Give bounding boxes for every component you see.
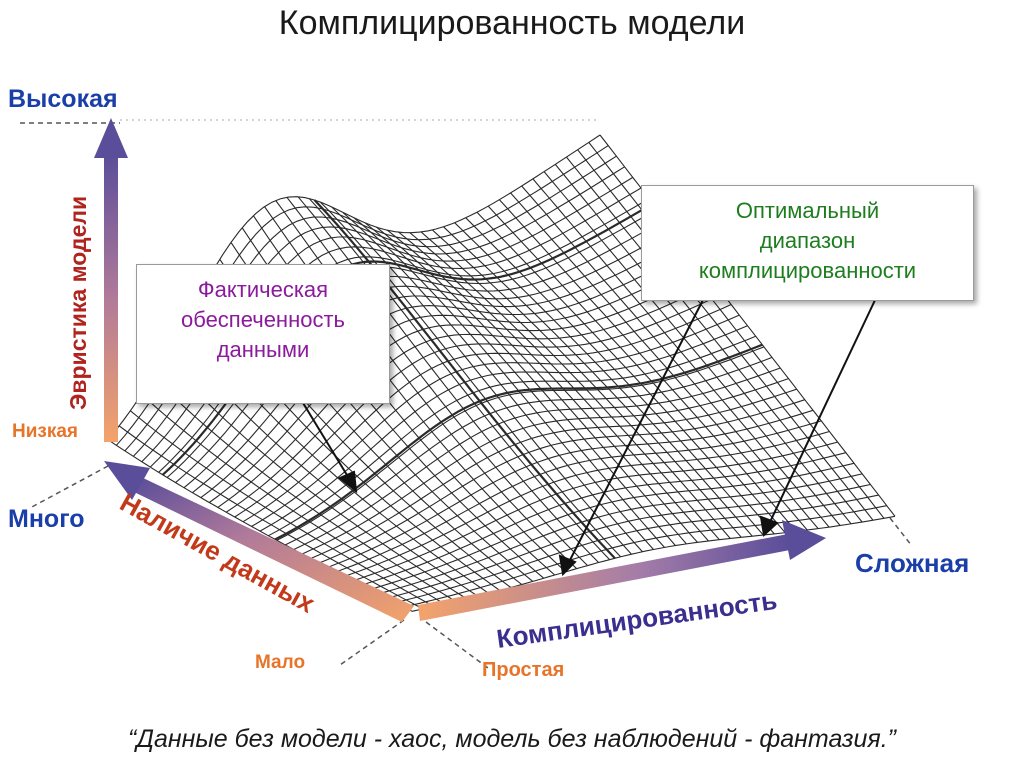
mesh-line <box>276 346 765 541</box>
mesh-line <box>217 272 707 508</box>
mesh-line <box>344 430 830 577</box>
slide-title: Комплицированность модели <box>278 4 746 42</box>
mesh-line <box>293 367 781 550</box>
mesh-line <box>234 293 724 518</box>
callout-optimal-line: комплицированности <box>698 258 917 283</box>
mesh-line <box>242 303 732 523</box>
mesh-line <box>386 483 871 599</box>
high-label: Высокая <box>8 85 118 113</box>
callout-optimal-range: Оптимальный диапазон комплицированности <box>641 185 974 301</box>
mesh-line <box>310 388 797 560</box>
mesh-line <box>301 378 789 555</box>
mesh-line <box>378 473 863 595</box>
simple-label: Простая <box>482 659 564 681</box>
callout-optimal-line: диапазон <box>759 228 856 253</box>
complexity-axis-arrow <box>418 520 826 621</box>
callout-optimal-line: Оптимальный <box>735 198 880 223</box>
callout-data-line: данными <box>216 337 310 362</box>
few-label: Мало <box>255 652 305 673</box>
mesh-line <box>192 240 683 494</box>
mesh-line <box>318 399 806 564</box>
mesh-line <box>225 282 715 513</box>
mesh-line <box>259 325 748 532</box>
complex-label: Сложная <box>855 548 969 578</box>
mesh-line <box>285 356 773 546</box>
few-guide-line <box>339 619 405 666</box>
many-guide-line <box>29 465 109 509</box>
quote: “Данные без модели - хаос, модель без на… <box>128 725 896 753</box>
mesh-line <box>403 505 887 608</box>
mesh-line <box>369 462 855 591</box>
callout-pointers <box>299 295 877 577</box>
data-axis-arrow <box>104 461 414 622</box>
callout-data-availability: Фактическая обеспеченность данными <box>136 264 390 404</box>
mesh-line <box>313 199 616 560</box>
mesh-line <box>352 441 838 582</box>
complex-guide-line <box>889 517 913 547</box>
vertical-axis-name: Эвристика модели <box>65 196 91 410</box>
guide-lines <box>20 119 913 669</box>
mesh-line <box>208 261 699 503</box>
many-label: Много <box>8 505 85 533</box>
low-label: Низкая <box>12 421 78 442</box>
mesh-line <box>394 494 879 604</box>
vertical-axis-arrow <box>94 118 128 442</box>
mesh-line <box>335 420 822 573</box>
mesh-line <box>200 251 691 499</box>
callout-data-line: Фактическая <box>197 277 329 302</box>
callout-data-line: обеспеченность <box>180 307 345 332</box>
mesh-line <box>327 409 814 569</box>
mesh-line <box>251 314 740 527</box>
simple-guide-line <box>425 621 489 669</box>
